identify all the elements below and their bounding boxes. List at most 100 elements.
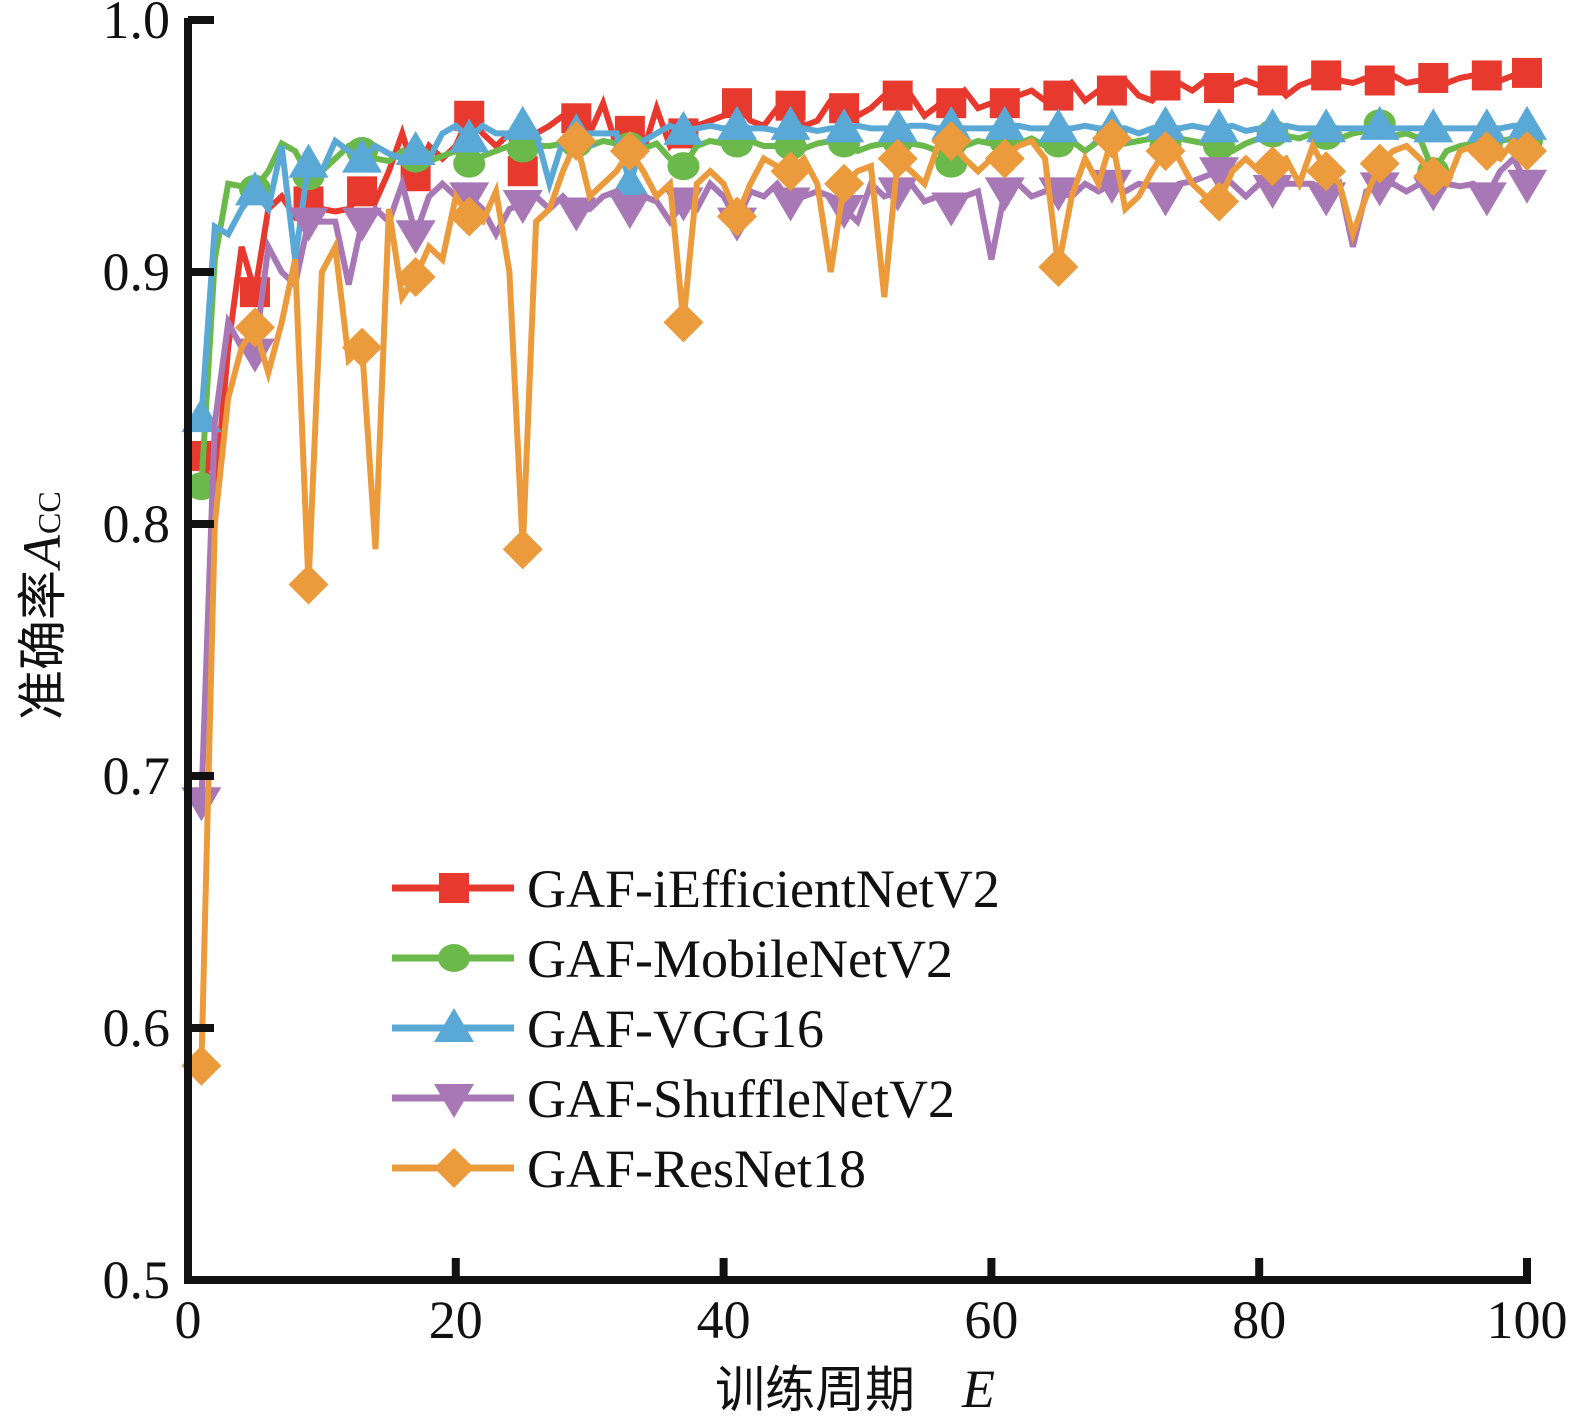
data-point-triangle-down: [1507, 169, 1547, 204]
data-point-diamond: [663, 302, 704, 343]
data-point-square: [347, 176, 378, 207]
y-axis-title-text: 准确率: [14, 570, 72, 720]
x-tick-label: 100: [1487, 1290, 1568, 1350]
y-tick-label: 0.8: [103, 494, 171, 554]
data-point-diamond: [288, 564, 329, 605]
data-point-triangle-down: [609, 195, 650, 229]
data-point-diamond: [342, 327, 383, 368]
x-tick-label: 0: [175, 1290, 202, 1350]
data-point-triangle-up: [1359, 105, 1400, 140]
data-point-triangle-up: [1038, 108, 1079, 143]
y-tick-label: 0.9: [103, 242, 171, 302]
data-point-triangle-down: [502, 189, 543, 224]
data-point-diamond: [1038, 246, 1079, 287]
data-point-triangle-down: [288, 207, 329, 242]
data-point-triangle-down: [556, 197, 597, 232]
data-point-circle: [667, 152, 700, 181]
data-point-diamond: [984, 138, 1025, 179]
data-point-diamond: [502, 529, 543, 570]
x-tick-label: 80: [1232, 1290, 1286, 1350]
y-axis-title: 准确率 A CC: [12, 491, 72, 720]
y-tick-label: 0.6: [103, 998, 171, 1058]
data-point-square: [1471, 60, 1502, 91]
data-point-triangle-up: [824, 108, 865, 143]
data-point-circle: [506, 134, 539, 163]
legend-item: GAF-VGG16: [392, 999, 824, 1059]
y-tick-label: 1.0: [103, 0, 171, 50]
data-point-triangle-up: [609, 163, 650, 198]
x-axis-title-var: E: [961, 1359, 995, 1419]
data-point-diamond: [931, 120, 972, 161]
data-point-triangle-down: [824, 195, 865, 229]
data-point-triangle-down: [342, 207, 383, 242]
data-point-triangle-down: [1466, 182, 1507, 217]
data-point-triangle-up: [1306, 108, 1347, 143]
data-point-triangle-up: [395, 131, 436, 166]
legend: GAF-iEfficientNetV2 GAF-MobileNetV2 GAF-VG…: [392, 859, 1000, 1199]
data-point-diamond: [1359, 143, 1400, 184]
data-point-diamond: [770, 151, 811, 192]
data-point-diamond: [1306, 151, 1347, 192]
data-point-triangle-up: [1507, 105, 1547, 140]
data-point-diamond: [395, 257, 436, 298]
data-point-triangle-down: [877, 177, 918, 212]
data-point-triangle-up: [1145, 105, 1186, 140]
legend-marker-circle: [438, 944, 470, 972]
y-axis-title-sub: CC: [31, 491, 67, 534]
legend-marker-triangle-down: [434, 1084, 474, 1118]
legend-marker-diamond: [434, 1148, 474, 1188]
legend-label: GAF-MobileNetV2: [527, 929, 953, 989]
legend-label: GAF-ShuffleNetV2: [527, 1069, 955, 1129]
data-point-triangle-up: [770, 105, 811, 140]
data-point-diamond: [234, 307, 275, 348]
data-point-triangle-up: [1252, 108, 1293, 143]
data-point-triangle-down: [1199, 157, 1240, 192]
x-ticks: 0 20 40 60 80 100: [175, 1258, 1568, 1350]
x-axis-title: 训练周期 E: [715, 1359, 995, 1419]
data-point-triangle-up: [1466, 108, 1507, 143]
y-axis-title-var: A: [12, 534, 72, 571]
data-point-square: [1512, 57, 1542, 88]
data-point-square: [1257, 65, 1288, 96]
data-point-square: [882, 80, 913, 111]
data-point-diamond: [1252, 146, 1293, 187]
data-point-triangle-up: [1413, 108, 1454, 143]
data-point-square: [1150, 70, 1181, 101]
data-point-square: [1096, 75, 1127, 106]
data-point-square: [1043, 80, 1074, 111]
legend-label: GAF-iEfficientNetV2: [527, 859, 1000, 919]
data-point-triangle-down: [1252, 174, 1293, 209]
data-point-triangle-up: [449, 118, 490, 153]
data-point-triangle-up: [984, 105, 1025, 140]
data-point-circle: [453, 149, 486, 178]
series-line: [198, 153, 1530, 802]
legend-marker-square: [439, 873, 469, 903]
y-tick-label: 0.5: [103, 1250, 171, 1310]
data-point-triangle-down: [395, 220, 436, 255]
legend-item: GAF-MobileNetV2: [392, 929, 953, 989]
data-point-diamond: [716, 196, 757, 237]
data-point-square: [1364, 65, 1395, 96]
y-tick-label: 0.7: [103, 746, 171, 806]
data-point-square: [1311, 60, 1342, 91]
data-point-diamond: [1091, 118, 1132, 159]
legend-marker-triangle-up: [434, 1008, 474, 1042]
data-point-diamond: [449, 196, 490, 237]
data-point-diamond: [609, 131, 650, 172]
data-point-triangle-up: [1199, 108, 1240, 143]
data-point-circle: [935, 149, 968, 178]
data-point-triangle-down: [931, 192, 972, 227]
x-tick-label: 40: [697, 1290, 751, 1350]
data-point-diamond: [1145, 131, 1186, 172]
data-point-diamond: [1413, 156, 1454, 197]
legend-item: GAF-ShuffleNetV2: [392, 1069, 955, 1129]
data-point-diamond: [824, 163, 865, 204]
x-tick-label: 20: [429, 1290, 483, 1350]
data-point-diamond: [1199, 181, 1240, 222]
data-point-diamond: [1466, 131, 1507, 172]
series-layer: [181, 57, 1547, 1086]
axes: 0.5 0.6 0.7 0.8 0.9 1.0 0 20 40 60 80 100: [103, 0, 1568, 1350]
data-point-square: [1204, 73, 1235, 104]
data-point-diamond: [877, 138, 918, 179]
